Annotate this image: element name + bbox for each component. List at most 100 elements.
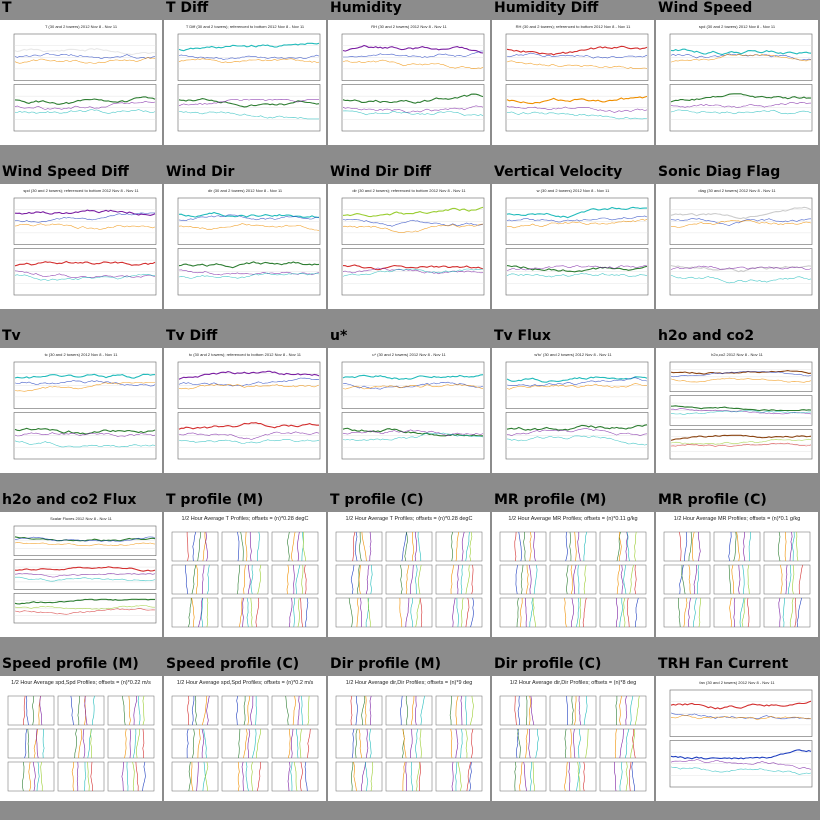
- thumbnail-h2o-and-co2[interactable]: h2o and co2 h2o,co2 2012 Nov 8 - Nov 11: [656, 328, 818, 491]
- plot-image[interactable]: 1/2 Hour Average dir,Dir Profiles; offse…: [492, 676, 654, 801]
- plot-image[interactable]: RH (30 and 2 towers) 2012 Nov 8 - Nov 11: [328, 20, 490, 145]
- thumbnail-title: h2o and co2: [658, 328, 755, 344]
- plot-image[interactable]: diag (30 and 2 towers) 2012 Nov 8 - Nov …: [656, 184, 818, 309]
- profile-panel: [599, 728, 647, 759]
- profile-panel: [335, 695, 383, 726]
- plot-image[interactable]: 1/2 Hour Average spd,Spd Profiles; offse…: [0, 676, 162, 801]
- profile-panel: [221, 597, 269, 628]
- plot-image[interactable]: 1/2 Hour Average dir,Dir Profiles; offse…: [328, 676, 490, 801]
- plot-caption: 1/2 Hour Average T Profiles; offsets = (…: [182, 516, 309, 522]
- profile-panel: [713, 531, 761, 562]
- profile-panel: [271, 728, 319, 759]
- thumbnail-dir-profile-m[interactable]: Dir profile (M) 1/2 Hour Average dir,Dir …: [328, 656, 490, 819]
- profile-panel: [713, 564, 761, 595]
- thumbnail-h2o-and-co2-flux[interactable]: h2o and co2 Flux Scalar Fluxes 2012 Nov 8…: [0, 492, 162, 655]
- profile-panel: [271, 695, 319, 726]
- thumbnail-title: MR profile (M): [494, 492, 607, 508]
- plot-image[interactable]: 1/2 Hour Average spd,Spd Profiles; offse…: [164, 676, 326, 801]
- thumbnail-trh-fan-current[interactable]: TRH Fan Current fan (30 and 2 towers) 201…: [656, 656, 818, 819]
- profile-panel: [385, 531, 433, 562]
- plot-image[interactable]: 1/2 Hour Average MR Profiles; offsets = …: [492, 512, 654, 637]
- profile-panel: [763, 531, 811, 562]
- profile-panel: [57, 761, 105, 792]
- plot-image[interactable]: u* (30 and 2 towers) 2012 Nov 8 - Nov 11: [328, 348, 490, 473]
- profile-panel: [763, 597, 811, 628]
- profile-panel: [549, 695, 597, 726]
- thumbnail-dir-profile-c[interactable]: Dir profile (C) 1/2 Hour Average dir,Dir …: [492, 656, 654, 819]
- plot-image[interactable]: spd (30 and 2 towers) 2012 Nov 8 - Nov 1…: [656, 20, 818, 145]
- plot-image[interactable]: w'tc' (30 and 2 towers) 2012 Nov 8 - Nov…: [492, 348, 654, 473]
- plot-image[interactable]: dir (30 and 2 towers); referenced to bot…: [328, 184, 490, 309]
- profile-panel: [221, 761, 269, 792]
- thumbnail-wind-speed[interactable]: Wind Speed spd (30 and 2 towers) 2012 Nov…: [656, 0, 818, 163]
- profile-panel: [499, 597, 547, 628]
- plot-caption: h2o,co2 2012 Nov 8 - Nov 11: [711, 352, 764, 357]
- plot-image[interactable]: w (30 and 2 towers) 2012 Nov 8 - Nov 11: [492, 184, 654, 309]
- thumbnail-tv-diff[interactable]: Tv Diff tc (30 and 2 towers); referenced …: [164, 328, 326, 491]
- thumbnail-tv-flux[interactable]: Tv Flux w'tc' (30 and 2 towers) 2012 Nov …: [492, 328, 654, 491]
- plot-image[interactable]: RH (30 and 2 towers); referenced to bott…: [492, 20, 654, 145]
- plot-image[interactable]: dir (30 and 2 towers) 2012 Nov 8 - Nov 1…: [164, 184, 326, 309]
- profile-panel: [171, 761, 219, 792]
- plot-image[interactable]: h2o,co2 2012 Nov 8 - Nov 11: [656, 348, 818, 473]
- thumbnail-title: Humidity: [330, 0, 402, 16]
- thumbnail-speed-profile-c[interactable]: Speed profile (C) 1/2 Hour Average spd,Sp…: [164, 656, 326, 819]
- profile-panel: [7, 761, 55, 792]
- thumbnail-mr-profile-m[interactable]: MR profile (M) 1/2 Hour Average MR Profil…: [492, 492, 654, 655]
- plot-caption: T (30 and 2 towers) 2012 Nov 8 - Nov 11: [45, 24, 118, 29]
- thumbnail-wind-speed-diff[interactable]: Wind Speed Diff spd (30 and 2 towers); re…: [0, 164, 162, 327]
- thumbnail-tv[interactable]: Tv tc (30 and 2 towers) 2012 Nov 8 - Nov …: [0, 328, 162, 491]
- profile-panel: [221, 728, 269, 759]
- thumbnail-t[interactable]: T T (30 and 2 towers) 2012 Nov 8 - Nov 11: [0, 0, 162, 163]
- thumbnail-wind-dir[interactable]: Wind Dir dir (30 and 2 towers) 2012 Nov 8…: [164, 164, 326, 327]
- thumbnail-t-diff[interactable]: T Diff T Diff (30 and 2 towers); referenc…: [164, 0, 326, 163]
- plot-image[interactable]: Scalar Fluxes 2012 Nov 8 - Nov 11: [0, 512, 162, 637]
- plot-image[interactable]: 1/2 Hour Average T Profiles; offsets = (…: [328, 512, 490, 637]
- thumbnail-u[interactable]: u* u* (30 and 2 towers) 2012 Nov 8 - Nov …: [328, 328, 490, 491]
- thumbnail-vertical-velocity[interactable]: Vertical Velocity w (30 and 2 towers) 201…: [492, 164, 654, 327]
- thumbnail-humidity-diff[interactable]: Humidity Diff RH (30 and 2 towers); refer…: [492, 0, 654, 163]
- profile-panel: [599, 695, 647, 726]
- thumbnail-mr-profile-c[interactable]: MR profile (C) 1/2 Hour Average MR Profil…: [656, 492, 818, 655]
- thumbnail-title: Humidity Diff: [494, 0, 599, 16]
- plot-image[interactable]: T Diff (30 and 2 towers); referenced to …: [164, 20, 326, 145]
- thumbnail-humidity[interactable]: Humidity RH (30 and 2 towers) 2012 Nov 8 …: [328, 0, 490, 163]
- plot-image[interactable]: spd (30 and 2 towers); referenced to bot…: [0, 184, 162, 309]
- profile-panel: [499, 531, 547, 562]
- profile-panel: [599, 531, 647, 562]
- thumbnail-title: TRH Fan Current: [658, 656, 789, 672]
- profile-panel: [599, 597, 647, 628]
- plot-caption: w'tc' (30 and 2 towers) 2012 Nov 8 - Nov…: [534, 352, 612, 357]
- plot-image[interactable]: T (30 and 2 towers) 2012 Nov 8 - Nov 11: [0, 20, 162, 145]
- plot-image[interactable]: fan (30 and 2 towers) 2012 Nov 8 - Nov 1…: [656, 676, 818, 801]
- profile-panel: [435, 597, 483, 628]
- thumbnail-title: T profile (M): [166, 492, 264, 508]
- plot-image[interactable]: tc (30 and 2 towers); referenced to bott…: [164, 348, 326, 473]
- profile-panel: [221, 531, 269, 562]
- thumbnail-t-profile-c[interactable]: T profile (C) 1/2 Hour Average T Profiles…: [328, 492, 490, 655]
- thumbnail-title: T Diff: [166, 0, 209, 16]
- plot-caption: w (30 and 2 towers) 2012 Nov 8 - Nov 11: [537, 188, 610, 193]
- profile-panel: [335, 564, 383, 595]
- profile-panel: [7, 695, 55, 726]
- thumbnail-t-profile-m[interactable]: T profile (M) 1/2 Hour Average T Profiles…: [164, 492, 326, 655]
- profile-panel: [335, 728, 383, 759]
- plot-image[interactable]: 1/2 Hour Average MR Profiles; offsets = …: [656, 512, 818, 637]
- thumbnail-sonic-diag-flag[interactable]: Sonic Diag Flag diag (30 and 2 towers) 20…: [656, 164, 818, 327]
- profile-panel: [499, 564, 547, 595]
- plot-caption: dir (30 and 2 towers); referenced to bot…: [352, 188, 466, 193]
- profile-panel: [549, 564, 597, 595]
- thumbnail-wind-dir-diff[interactable]: Wind Dir Diff dir (30 and 2 towers); refe…: [328, 164, 490, 327]
- profile-panel: [107, 695, 155, 726]
- thumbnail-title: Wind Dir Diff: [330, 164, 432, 180]
- thumbnail-title: Tv: [2, 328, 21, 344]
- plot-image[interactable]: tc (30 and 2 towers) 2012 Nov 8 - Nov 11: [0, 348, 162, 473]
- thumbnail-title: Tv Flux: [494, 328, 551, 344]
- thumbnail-speed-profile-m[interactable]: Speed profile (M) 1/2 Hour Average spd,Sp…: [0, 656, 162, 819]
- thumbnail-title: Dir profile (M): [330, 656, 442, 672]
- plot-caption: 1/2 Hour Average dir,Dir Profiles; offse…: [346, 680, 473, 686]
- profile-panel: [385, 564, 433, 595]
- plot-image[interactable]: 1/2 Hour Average T Profiles; offsets = (…: [164, 512, 326, 637]
- profile-panel: [171, 695, 219, 726]
- plot-caption: tc (30 and 2 towers); referenced to bott…: [189, 352, 302, 357]
